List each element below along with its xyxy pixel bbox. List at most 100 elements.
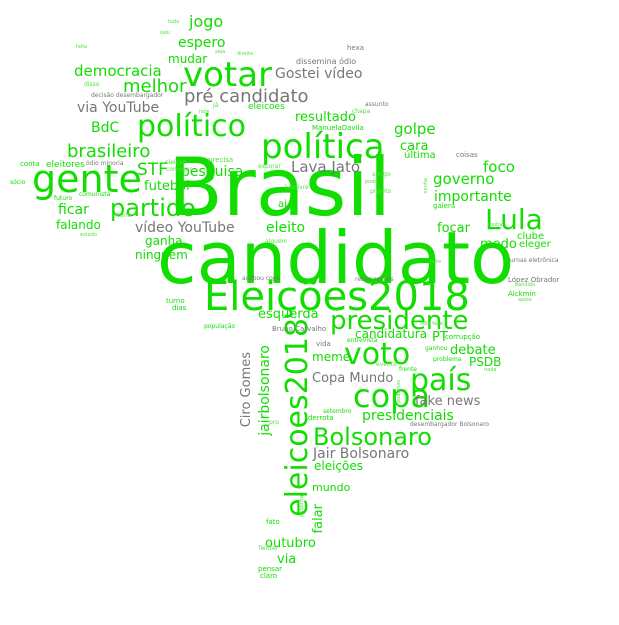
word-presidente: presidente <box>330 306 469 336</box>
word-video-youtube: vídeo YouTube <box>135 220 235 236</box>
word-coisas: coisas <box>456 151 478 159</box>
word-odio-minoria: ódio minoria <box>86 160 124 167</box>
word-derrota: derrota <box>308 414 334 422</box>
word-galera: galera <box>433 202 456 210</box>
word-venha: venha <box>423 178 429 194</box>
word-debate: debate <box>450 343 496 358</box>
word-apoio: apoio <box>518 297 532 303</box>
word-alguem: alguém <box>265 238 288 245</box>
word-dissemina-odio: dissemina ódio <box>296 57 357 66</box>
word-candidato: candidato <box>157 216 515 300</box>
word-esquerda: esquerda <box>258 307 319 322</box>
word-pesquisa: pesquisa <box>181 164 244 180</box>
word-dias: dias <box>172 304 187 312</box>
word-mudar: mudar <box>168 52 208 66</box>
word-twitter: Twitter <box>258 545 279 552</box>
word-ultima: última <box>404 150 436 161</box>
word-gente: gente <box>32 157 142 201</box>
word-futebol: futebol <box>144 179 190 194</box>
word-ano: ano <box>296 245 306 251</box>
word-mundo: mundo <box>312 481 351 494</box>
word-cara: cara <box>400 139 429 154</box>
word-foco: foco <box>483 158 515 176</box>
word-copa-mundo: Copa Mundo <box>312 371 394 386</box>
word-copa: copa <box>353 377 431 415</box>
word-via: via <box>277 552 297 567</box>
word-vida: vida <box>316 340 331 348</box>
word-muita: muita <box>488 222 503 228</box>
word-conta: conta <box>20 160 40 168</box>
word-acabou-copa: acabou copa <box>242 275 281 282</box>
word-lulalivre: lulalivre <box>285 184 309 191</box>
word-jeito: jeito <box>430 259 441 265</box>
word-clube: clube <box>517 231 545 242</box>
word-melhor: melhor <box>123 76 187 97</box>
word-ficar: ficar <box>58 202 89 218</box>
word-politica: política <box>261 127 385 167</box>
word-falar: falar <box>311 504 326 534</box>
word-tudo: tudo <box>168 19 180 25</box>
word-candidatura: candidatura <box>355 327 428 341</box>
word-chapa: chapa <box>352 108 371 115</box>
word-ganha: ganha <box>145 234 183 248</box>
word-redes-sociais: redes sociais <box>355 276 394 283</box>
word-espero: espero <box>178 35 226 51</box>
word-turno: turno <box>166 297 185 305</box>
word-brasil: Brasil <box>168 141 391 234</box>
word-ja: já <box>213 102 219 109</box>
word-entrevista: entrevista <box>347 337 378 344</box>
word-evento: evento <box>376 361 397 368</box>
word-importante: importante <box>434 189 512 205</box>
word-hexa: hexa <box>347 44 365 52</box>
word-eleicao: eleição <box>165 159 187 166</box>
word-via-youtube: via YouTube <box>77 100 160 116</box>
word-proposta: proposta <box>299 495 305 518</box>
word-lula: Lula <box>485 203 543 236</box>
word-partido: partido <box>110 194 196 222</box>
word-esporar: esporar <box>258 163 281 170</box>
word-ninguem: ninguém <box>135 248 188 262</box>
word-urnas-eletronica: urnas eletrônica <box>510 257 559 264</box>
word-comunista: comunista <box>79 191 111 198</box>
word-eleitores: eleitores <box>46 160 85 170</box>
word-seja: seja <box>215 49 226 55</box>
word-precisa: precisa <box>208 156 234 164</box>
word-governo: governo <box>433 170 495 188</box>
word-assunto: assunto <box>365 101 389 108</box>
word-eleicoes-small: eleicoes <box>248 102 285 112</box>
word-frente: frente <box>399 366 417 373</box>
word-fato: fato <box>266 518 280 526</box>
word-manueladavila: ManuelaDavila <box>312 124 364 132</box>
word-falta: falta <box>76 44 88 50</box>
word-lopez-obrador: López Obrador <box>508 276 560 284</box>
word-odio-fake: ódio fake <box>420 321 443 327</box>
word-pt: PT <box>432 330 448 345</box>
word-ciro-gomes: Ciro Gomes <box>239 352 254 428</box>
word-pais: país <box>410 363 472 398</box>
word-votar: votar <box>183 55 273 95</box>
word-democracia: democracia <box>74 62 162 80</box>
word-saiu: saiu <box>160 30 171 36</box>
word-futuro: futuro <box>54 195 73 202</box>
word-amigo: amigo <box>372 171 391 178</box>
word-socio: sócio <box>10 179 26 186</box>
word-stf: STF <box>137 160 168 180</box>
word-pre-candidato: pré candidato <box>184 86 309 107</box>
word-hoje: hoje <box>199 109 210 115</box>
word-corrupcao: corrupção <box>445 333 481 341</box>
word-desembargador-bolsonaro: desembargador Bolsonaro <box>410 421 490 428</box>
word-bdc: BdC <box>91 120 120 136</box>
word-pro: pro <box>269 419 279 426</box>
word-eleito: eleito <box>266 220 306 236</box>
word-alckmin: Alckmin <box>508 290 536 298</box>
word-pode: pode <box>365 179 378 185</box>
word-setembro: setembro <box>323 408 352 415</box>
word-medo: medo <box>480 237 517 252</box>
word-fake-news: fake news <box>415 394 481 409</box>
word-bandido: bandido <box>515 282 536 288</box>
word-projeto: projeto <box>370 188 392 195</box>
word-gostei-video: Gostei vídeo <box>275 66 363 82</box>
word-nada: nada <box>484 367 497 373</box>
word-vitoria: vitória <box>112 212 132 219</box>
